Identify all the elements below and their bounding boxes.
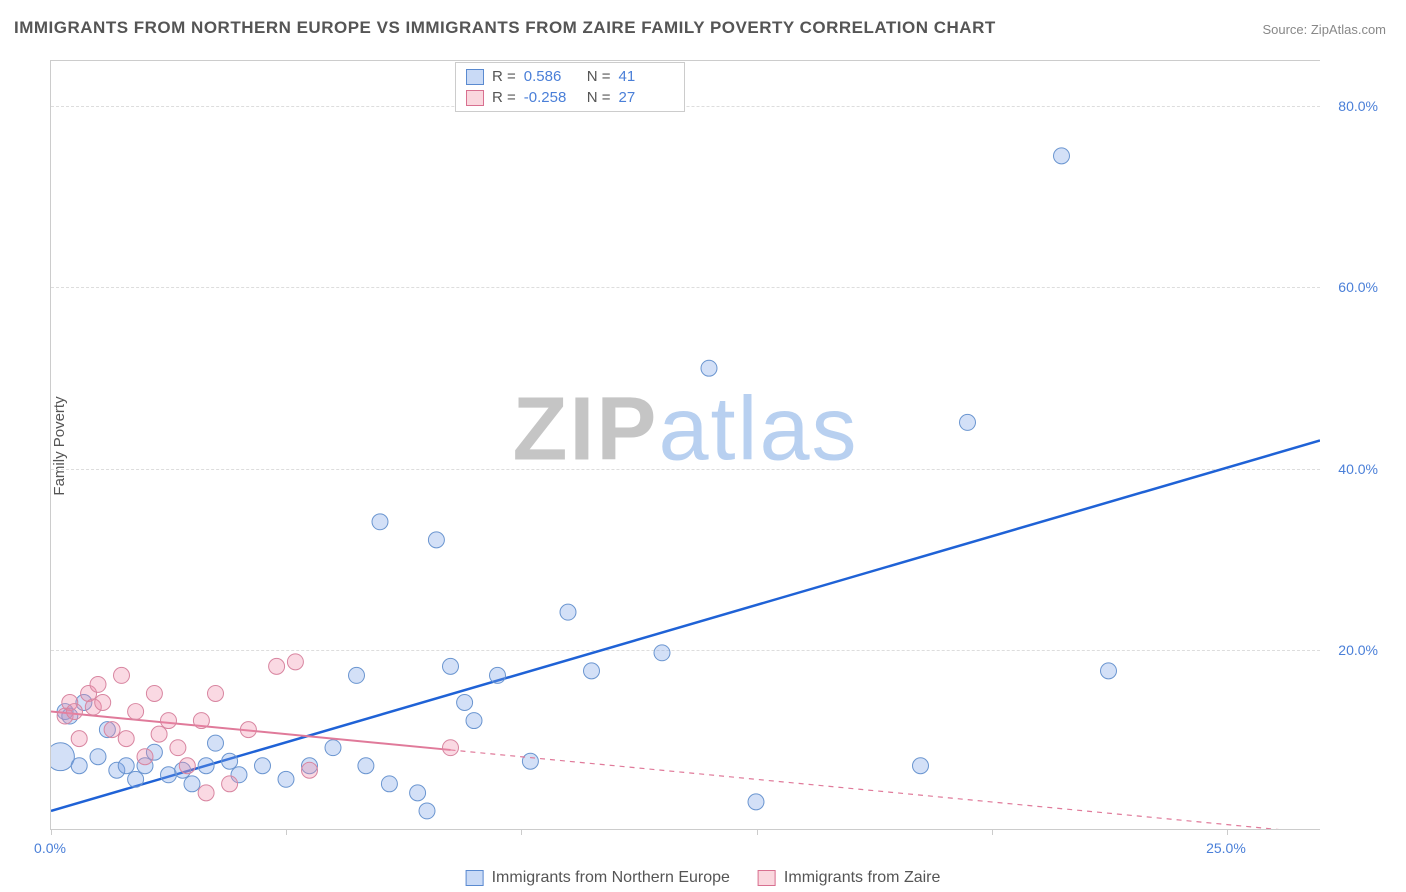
data-point-pink xyxy=(95,695,111,711)
data-point-pink xyxy=(179,758,195,774)
y-tick-label: 80.0% xyxy=(1338,98,1378,114)
data-point-blue xyxy=(522,753,538,769)
data-point-blue xyxy=(748,794,764,810)
data-point-blue xyxy=(1054,148,1070,164)
stats-row-blue: R = 0.586 N = 41 xyxy=(466,66,674,87)
data-point-pink xyxy=(146,685,162,701)
y-tick-label: 40.0% xyxy=(1338,461,1378,477)
data-point-blue xyxy=(255,758,271,774)
legend-item-blue: Immigrants from Northern Europe xyxy=(466,869,730,887)
data-point-blue xyxy=(428,532,444,548)
data-point-pink xyxy=(302,762,318,778)
data-point-blue xyxy=(960,414,976,430)
data-point-pink xyxy=(443,740,459,756)
data-point-blue xyxy=(560,604,576,620)
legend-label-pink: Immigrants from Zaire xyxy=(784,869,940,887)
x-tick-label: 0.0% xyxy=(34,840,66,856)
r-label: R = xyxy=(492,89,516,106)
data-point-blue xyxy=(457,695,473,711)
data-point-pink xyxy=(67,704,83,720)
data-point-blue xyxy=(161,767,177,783)
x-tick xyxy=(1227,829,1228,835)
data-point-pink xyxy=(170,740,186,756)
data-point-pink xyxy=(104,722,120,738)
data-point-pink xyxy=(193,713,209,729)
data-point-blue xyxy=(701,360,717,376)
x-tick xyxy=(286,829,287,835)
data-point-blue xyxy=(419,803,435,819)
data-point-pink xyxy=(71,731,87,747)
data-point-pink xyxy=(208,685,224,701)
x-tick-label: 25.0% xyxy=(1206,840,1246,856)
chart-title: IMMIGRANTS FROM NORTHERN EUROPE VS IMMIG… xyxy=(14,18,996,38)
n-value-blue: 41 xyxy=(619,68,674,85)
data-point-pink xyxy=(198,785,214,801)
regression-line-dashed-pink xyxy=(451,750,1321,829)
series-legend: Immigrants from Northern Europe Immigran… xyxy=(466,869,941,887)
x-tick xyxy=(757,829,758,835)
data-point-pink xyxy=(114,667,130,683)
data-point-blue xyxy=(490,667,506,683)
chart-svg xyxy=(51,61,1320,829)
data-point-pink xyxy=(128,704,144,720)
swatch-pink-icon xyxy=(466,90,484,106)
r-value-pink: -0.258 xyxy=(524,89,579,106)
r-label: R = xyxy=(492,68,516,85)
data-point-pink xyxy=(118,731,134,747)
y-tick-label: 20.0% xyxy=(1338,642,1378,658)
data-point-blue xyxy=(325,740,341,756)
data-point-pink xyxy=(161,713,177,729)
data-point-blue xyxy=(466,713,482,729)
swatch-blue-icon xyxy=(466,69,484,85)
data-point-blue xyxy=(443,658,459,674)
n-label: N = xyxy=(587,68,611,85)
swatch-pink-icon xyxy=(758,870,776,886)
data-point-blue xyxy=(358,758,374,774)
data-point-blue xyxy=(184,776,200,792)
data-point-blue xyxy=(128,771,144,787)
data-point-blue xyxy=(654,645,670,661)
r-value-blue: 0.586 xyxy=(524,68,579,85)
data-point-blue xyxy=(222,753,238,769)
data-point-blue xyxy=(584,663,600,679)
data-point-blue xyxy=(1101,663,1117,679)
n-value-pink: 27 xyxy=(619,89,674,106)
source-attribution: Source: ZipAtlas.com xyxy=(1262,22,1386,37)
data-point-blue xyxy=(349,667,365,683)
data-point-blue xyxy=(410,785,426,801)
x-tick xyxy=(992,829,993,835)
data-point-pink xyxy=(287,654,303,670)
legend-item-pink: Immigrants from Zaire xyxy=(758,869,940,887)
stats-row-pink: R = -0.258 N = 27 xyxy=(466,87,674,108)
data-point-blue xyxy=(198,758,214,774)
x-tick xyxy=(521,829,522,835)
data-point-blue xyxy=(208,735,224,751)
data-point-pink xyxy=(222,776,238,792)
data-point-blue xyxy=(278,771,294,787)
data-point-blue xyxy=(90,749,106,765)
swatch-blue-icon xyxy=(466,870,484,886)
data-point-blue xyxy=(372,514,388,530)
data-point-blue xyxy=(118,758,134,774)
data-point-blue xyxy=(71,758,87,774)
y-tick-label: 60.0% xyxy=(1338,279,1378,295)
legend-label-blue: Immigrants from Northern Europe xyxy=(492,869,730,887)
data-point-pink xyxy=(269,658,285,674)
data-point-pink xyxy=(151,726,167,742)
n-label: N = xyxy=(587,89,611,106)
data-point-pink xyxy=(137,749,153,765)
plot-area: ZIPatlas 20.0%40.0%60.0%80.0% xyxy=(50,60,1320,830)
data-point-blue xyxy=(381,776,397,792)
data-point-blue xyxy=(913,758,929,774)
regression-line-blue xyxy=(51,440,1320,810)
data-point-pink xyxy=(90,676,106,692)
x-tick xyxy=(51,829,52,835)
stats-legend: R = 0.586 N = 41 R = -0.258 N = 27 xyxy=(455,62,685,112)
data-point-pink xyxy=(240,722,256,738)
